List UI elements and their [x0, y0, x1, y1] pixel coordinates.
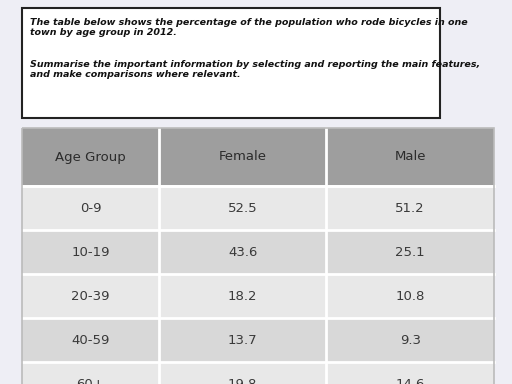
Text: Male: Male [394, 151, 426, 164]
Text: 25.1: 25.1 [395, 245, 425, 258]
Text: Summarise the important information by selecting and reporting the main features: Summarise the important information by s… [30, 60, 480, 79]
Text: 60+: 60+ [77, 377, 104, 384]
Text: 52.5: 52.5 [228, 202, 258, 215]
Text: 9.3: 9.3 [400, 333, 421, 346]
Text: 0-9: 0-9 [80, 202, 101, 215]
Text: Female: Female [219, 151, 267, 164]
Text: 51.2: 51.2 [395, 202, 425, 215]
Bar [22, 318, 494, 362]
Bar [22, 128, 494, 186]
Text: 10-19: 10-19 [71, 245, 110, 258]
Text: 14.6: 14.6 [396, 377, 425, 384]
Bar [22, 274, 494, 318]
Text: 10.8: 10.8 [396, 290, 425, 303]
Bar [22, 362, 494, 384]
Text: 43.6: 43.6 [228, 245, 258, 258]
Text: 40-59: 40-59 [71, 333, 110, 346]
Text: 18.2: 18.2 [228, 290, 258, 303]
Text: 13.7: 13.7 [228, 333, 258, 346]
Text: 20-39: 20-39 [71, 290, 110, 303]
Text: The table below shows the percentage of the population who rode bicycles in one
: The table below shows the percentage of … [30, 18, 468, 37]
Bar [22, 186, 494, 230]
Bar [22, 128, 494, 384]
Bar [22, 8, 440, 118]
Text: Age Group: Age Group [55, 151, 126, 164]
Text: 19.8: 19.8 [228, 377, 258, 384]
Bar [22, 230, 494, 274]
